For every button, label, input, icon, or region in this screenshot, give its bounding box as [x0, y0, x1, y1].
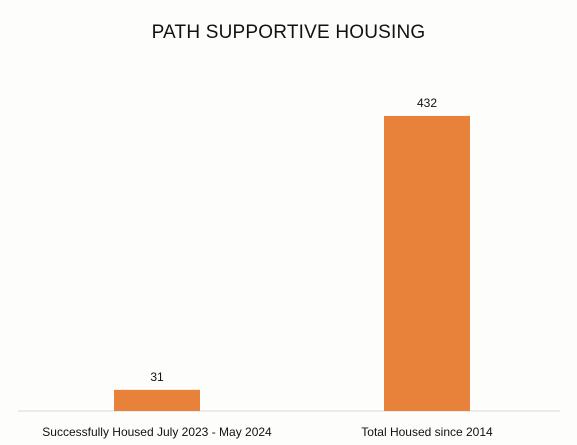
data-label-successfully-housed: 31 [150, 370, 164, 384]
category-label-successfully-housed: Successfully Housed July 2023 - May 2024 [42, 425, 272, 439]
bar-total-housed [384, 115, 470, 411]
chart-title: PATH SUPPORTIVE HOUSING [151, 22, 426, 43]
bar-successfully-housed [114, 389, 200, 411]
data-label-total-housed: 432 [417, 96, 437, 110]
category-label-total-housed: Total Housed since 2014 [361, 425, 493, 439]
